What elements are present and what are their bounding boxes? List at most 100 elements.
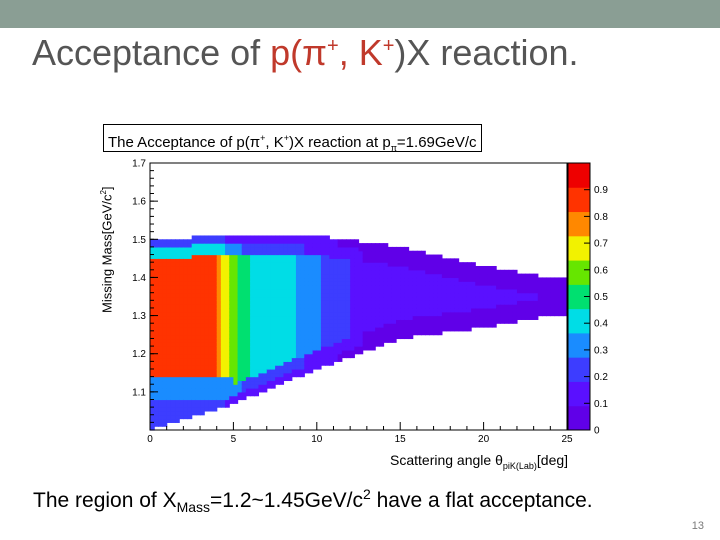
heatmap-cell (150, 380, 155, 385)
heatmap-cell (229, 395, 234, 401)
heatmap-cell (154, 292, 159, 298)
heatmap-cell (366, 346, 372, 351)
heatmap-cell (158, 418, 164, 423)
heatmap-cell (387, 300, 393, 305)
heatmap-cell (216, 395, 222, 401)
heatmap-cell (362, 327, 368, 332)
heatmap-cell (341, 315, 347, 320)
heatmap-cell (225, 327, 230, 332)
heatmap-cell (158, 246, 164, 252)
heatmap-cell (237, 311, 243, 317)
heatmap-cell (258, 365, 264, 370)
heatmap-cell (270, 330, 276, 336)
heatmap-cell (433, 288, 439, 294)
heatmap-cell (333, 311, 339, 317)
heatmap-cell (354, 285, 360, 290)
heatmap-cell (300, 243, 305, 248)
heatmap-cell (229, 243, 234, 248)
heatmap-cell (187, 265, 193, 271)
heatmap-cell (316, 296, 322, 301)
heatmap-cell (345, 323, 351, 328)
heatmap-cell (283, 349, 289, 355)
heatmap-cell (166, 319, 172, 324)
heatmap-cell (337, 285, 343, 290)
heatmap-cell (158, 395, 164, 401)
heatmap-cell (208, 323, 214, 328)
heatmap-cell (446, 296, 451, 301)
heatmap-cell (391, 281, 397, 286)
heatmap-cell (250, 388, 255, 393)
heatmap-cell (183, 315, 189, 320)
heatmap-cell (475, 300, 481, 305)
heatmap-cell (175, 254, 180, 259)
heatmap-cell (291, 250, 297, 256)
heatmap-cell (325, 273, 330, 279)
heatmap-cell (533, 311, 539, 317)
heatmap-cell (458, 319, 464, 324)
heatmap-cell (154, 407, 159, 412)
heatmap-cell (200, 319, 205, 324)
heatmap-cell (466, 307, 472, 313)
heatmap-cell (333, 296, 339, 301)
heatmap-cell (366, 265, 372, 271)
heatmap-cell (525, 300, 531, 305)
heatmap-cell (279, 334, 285, 340)
x-tick-label: 0 (147, 434, 153, 445)
heatmap-cell (287, 353, 293, 359)
heatmap-cell (162, 368, 168, 374)
heatmap-cell (195, 292, 201, 298)
heatmap-cell (225, 273, 230, 279)
heatmap-cell (350, 300, 355, 305)
heatmap-cell (300, 307, 305, 313)
heatmap-cell (195, 296, 201, 301)
heatmap-cell (254, 281, 260, 286)
heatmap-cell (295, 315, 301, 320)
heatmap-cell (154, 334, 159, 340)
heatmap-cell (183, 292, 189, 298)
heatmap-cell (270, 273, 276, 279)
heatmap-cell (191, 250, 197, 256)
heatmap-cell (350, 273, 355, 279)
heatmap-cell (483, 307, 489, 313)
heatmap-cell (562, 304, 568, 309)
heatmap-cell (383, 273, 389, 279)
heatmap-cell (170, 246, 176, 252)
heatmap-cell (166, 407, 172, 412)
heatmap-cell (245, 319, 251, 324)
heatmap-cell (333, 323, 339, 328)
heatmap-cell (333, 346, 339, 351)
heatmap-cell (521, 315, 526, 320)
heatmap-cell (229, 399, 234, 404)
heatmap-cell (150, 292, 155, 298)
heatmap-cell (179, 311, 184, 317)
heatmap-cell (175, 246, 180, 252)
heatmap-cell (212, 399, 218, 404)
heatmap-cell (237, 243, 243, 248)
heatmap-cell (300, 296, 305, 301)
heatmap-cell (200, 391, 205, 397)
heatmap-cell (200, 395, 205, 401)
heatmap-cell (500, 277, 506, 282)
heatmap-cell (162, 357, 168, 362)
heatmap-cell (446, 285, 451, 290)
heatmap-cell (175, 376, 180, 382)
heatmap-cell (216, 239, 222, 244)
heatmap-cell (241, 353, 247, 359)
heatmap-cell (325, 265, 330, 271)
heatmap-cell (195, 399, 201, 404)
heatmap-cell (158, 365, 164, 370)
heatmap-cell (350, 346, 355, 351)
heatmap-cell (233, 388, 239, 393)
heatmap-cell (158, 288, 164, 294)
heatmap-cell (475, 265, 481, 271)
heatmap-cell (446, 311, 451, 317)
heatmap-cell (396, 285, 401, 290)
heatmap-cell (295, 357, 301, 362)
heatmap-cell (237, 384, 243, 389)
heatmap-cell (391, 319, 397, 324)
heatmap-cell (225, 342, 230, 347)
heatmap-cell (387, 307, 393, 313)
heatmap-cell (204, 262, 209, 267)
heatmap-cell (179, 414, 184, 420)
heatmap-cell (491, 319, 497, 324)
